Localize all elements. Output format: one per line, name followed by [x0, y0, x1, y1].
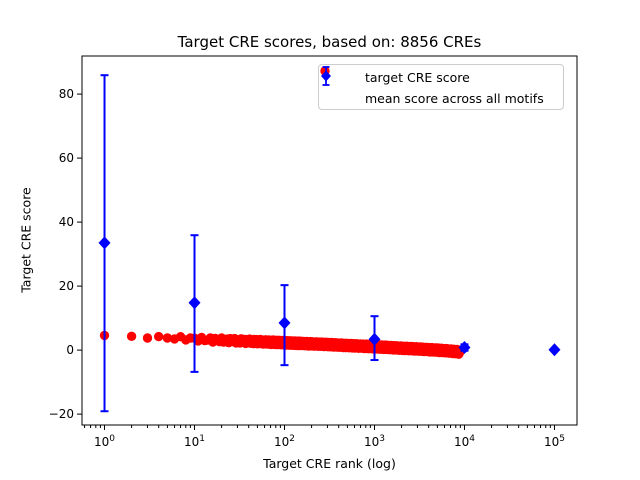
y-tick-label: 0	[66, 343, 74, 357]
x-axis-ticks	[84, 425, 555, 430]
data-point-mean	[368, 332, 381, 346]
legend: target CRE score mean score across all m…	[318, 64, 564, 110]
y-axis-label: Target CRE score	[18, 187, 34, 293]
y-tick-label: 20	[59, 279, 74, 293]
data-point-mean	[278, 316, 291, 330]
chart-title: Target CRE scores, based on: 8856 CREs	[177, 33, 482, 51]
mean-score-series	[98, 74, 561, 413]
blue-diamond-errorbar-marker-icon	[321, 66, 354, 110]
data-point-mean	[548, 343, 561, 357]
x-axis-tick-labels: 100 101 102 103 104 105	[94, 434, 565, 449]
data-point-target	[142, 333, 153, 343]
x-tick-label: 100	[94, 434, 115, 449]
x-tick-label: 105	[544, 434, 565, 449]
x-tick-label: 103	[364, 434, 385, 449]
y-tick-label: −20	[49, 407, 74, 421]
y-axis-ticks	[77, 93, 82, 415]
x-tick-label: 102	[274, 434, 295, 449]
y-tick-label: 80	[59, 87, 74, 101]
axes-frame	[81, 55, 578, 426]
red-circle-marker-icon	[320, 66, 354, 89]
y-axis-tick-labels: −20 0 20 40 60 80	[49, 87, 74, 421]
legend-label: target CRE score	[365, 70, 470, 85]
legend-label: mean score across all motifs	[365, 91, 544, 106]
x-axis-label: Target CRE rank (log)	[263, 456, 396, 471]
legend-entry-mean-score: mean score across all motifs	[319, 66, 563, 110]
data-point-mean	[98, 236, 111, 250]
data-point-target	[162, 333, 173, 343]
y-tick-label: 60	[59, 151, 74, 165]
data-point-mean	[188, 296, 201, 310]
data-point-target	[154, 331, 164, 342]
x-tick-label: 101	[184, 434, 205, 449]
data-point-mean	[458, 341, 471, 355]
data-point-target	[126, 331, 137, 341]
x-tick-label: 104	[454, 434, 475, 449]
legend-entry-target-score: target CRE score	[319, 66, 563, 89]
y-tick-label: 40	[59, 215, 74, 229]
